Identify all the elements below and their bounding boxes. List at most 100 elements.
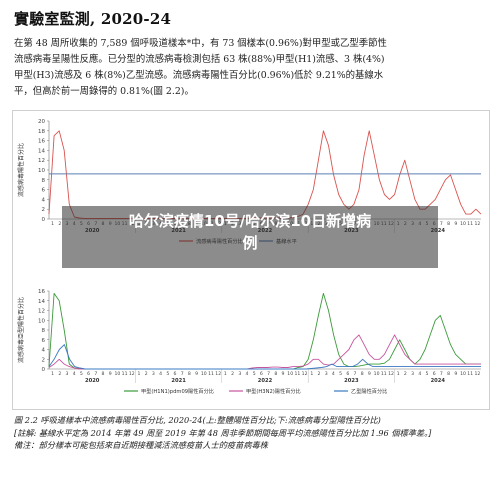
summary-paragraph: 在第 48 周所收集的 7,589 個呼吸道樣本*中，有 73 個樣本(0.96…	[14, 36, 488, 100]
paragraph-line: 平，但高於前一周錄得的 0.81%(圖 2.2)。	[14, 86, 194, 97]
legend-label: 甲型(H1N1)pdm09陽性百分比	[141, 387, 214, 395]
x-tick-label: 4	[246, 371, 249, 377]
overlay-title-line: 例	[242, 234, 258, 252]
x-tick-label: 11	[122, 371, 128, 377]
x-tick-label: 5	[166, 371, 169, 377]
x-tick-label: 12	[388, 371, 394, 377]
x-year-label: 2022	[258, 378, 273, 384]
x-tick-label: 12	[129, 371, 135, 377]
x-tick-label: 3	[325, 371, 328, 377]
x-tick-label: 8	[447, 221, 450, 227]
x-tick-label: 6	[433, 371, 436, 377]
x-tick-label: 4	[332, 371, 335, 377]
y-tick-label: 6	[42, 188, 46, 194]
caption-remark: 備注：部分樣本可能包括來自近期接種減活流感疫苗人士的疫苗病毒株	[14, 440, 268, 450]
overlay-title: 哈尔滨疫情10号/哈尔滨10日新增病 例	[62, 210, 438, 254]
series-line-1	[48, 292, 481, 370]
y-tick-label: 0	[42, 367, 46, 373]
x-tick-label: 11	[467, 221, 473, 227]
x-tick-label: 7	[181, 371, 184, 377]
x-tick-label: 9	[282, 371, 285, 377]
x-tick-label: 2	[318, 371, 321, 377]
watermark-overlay	[62, 206, 438, 268]
x-tick-label: 5	[253, 371, 256, 377]
x-tick-label: 2	[404, 371, 407, 377]
x-tick-label: 4	[73, 371, 76, 377]
y-tick-label: 2	[42, 357, 46, 363]
y-tick-label: 14	[38, 299, 45, 305]
x-year-label: 2020	[85, 378, 100, 384]
x-tick-label: 1	[224, 371, 227, 377]
x-tick-label: 12	[474, 221, 480, 227]
x-tick-label: 9	[368, 371, 371, 377]
x-tick-label: 5	[339, 371, 342, 377]
x-tick-label: 8	[102, 371, 105, 377]
x-tick-label: 12	[302, 371, 308, 377]
x-tick-label: 10	[201, 371, 207, 377]
x-tick-label: 5	[426, 371, 429, 377]
y-tick-label: 10	[38, 318, 45, 324]
x-tick-label: 8	[447, 371, 450, 377]
x-tick-label: 11	[467, 371, 473, 377]
x-tick-label: 12	[474, 371, 480, 377]
x-tick-label: 2	[145, 371, 148, 377]
x-tick-label: 4	[418, 371, 421, 377]
y-tick-label: 8	[42, 178, 46, 184]
x-tick-label: 3	[152, 371, 155, 377]
y-tick-label: 4	[42, 197, 46, 203]
y-tick-label: 12	[38, 158, 45, 164]
x-tick-label: 1	[51, 221, 54, 227]
x-tick-label: 6	[346, 371, 349, 377]
x-tick-label: 6	[260, 371, 263, 377]
series-line-2	[48, 334, 481, 370]
x-tick-label: 11	[208, 371, 214, 377]
x-tick-label: 2	[58, 221, 61, 227]
y-tick-label: 18	[38, 129, 45, 135]
legend-label: 甲型(H3N2)陽性百分比	[246, 387, 301, 395]
paragraph-line: 流感病毒呈陽性反應。已分型的流感病毒檢測包括 63 株(88%)甲型(H1)流感…	[14, 54, 385, 65]
overlay-title-line: 哈尔滨疫情10号/哈尔滨10日新增病	[128, 212, 372, 230]
page-heading: 實驗室監測, 2020-24	[14, 10, 172, 28]
x-tick-label: 8	[274, 371, 277, 377]
series-line-3	[48, 344, 481, 370]
x-year-label: 2021	[171, 378, 186, 384]
y-axis-label: 流感病毒陽性百分比	[17, 143, 25, 197]
x-tick-label: 2	[58, 371, 61, 377]
y-tick-label: 2	[42, 207, 46, 213]
x-tick-label: 7	[267, 371, 270, 377]
x-tick-label: 12	[215, 371, 221, 377]
y-tick-label: 6	[42, 338, 46, 344]
paragraph-line: 甲型(H3)流感及 6 株(8%)乙型流感。流感病毒陽性百分比(0.96%)低於…	[14, 70, 384, 81]
x-tick-label: 9	[454, 371, 457, 377]
legend-label: 乙型陽性百分比	[351, 387, 387, 395]
y-tick-label: 4	[42, 348, 46, 354]
x-tick-label: 7	[440, 371, 443, 377]
y-tick-label: 10	[38, 168, 45, 174]
x-tick-label: 10	[287, 371, 293, 377]
x-tick-label: 7	[94, 371, 97, 377]
x-tick-label: 8	[188, 371, 191, 377]
paragraph-line: 在第 48 周所收集的 7,589 個呼吸道樣本*中，有 73 個樣本(0.96…	[14, 38, 387, 49]
y-tick-label: 16	[38, 289, 45, 295]
x-tick-label: 7	[354, 371, 357, 377]
y-tick-label: 14	[38, 148, 45, 154]
figure-caption: 圖 2.2 呼吸道樣本中流感病毒陽性百分比, 2020-24(上:整體陽性百分比…	[14, 414, 494, 452]
y-tick-label: 12	[38, 309, 45, 315]
x-tick-label: 11	[294, 371, 300, 377]
x-tick-label: 9	[454, 221, 457, 227]
x-tick-label: 2	[231, 371, 234, 377]
x-tick-label: 7	[440, 221, 443, 227]
x-tick-label: 1	[138, 371, 141, 377]
x-tick-label: 8	[361, 371, 364, 377]
x-tick-label: 9	[109, 371, 112, 377]
x-tick-label: 10	[114, 371, 120, 377]
y-tick-label: 8	[42, 328, 46, 334]
x-tick-label: 1	[51, 371, 54, 377]
x-tick-label: 10	[460, 221, 466, 227]
caption-note: [註解: 基線水平定為 2014 年第 49 周至 2019 年第 48 周非季…	[14, 427, 432, 438]
caption-title: 圖 2.2 呼吸道樣本中流感病毒陽性百分比, 2020-24(上:整體陽性百分比…	[14, 415, 381, 425]
x-tick-label: 6	[87, 371, 90, 377]
y-tick-label: 0	[42, 217, 46, 223]
x-tick-label: 9	[195, 371, 198, 377]
x-year-label: 2024	[431, 378, 446, 384]
